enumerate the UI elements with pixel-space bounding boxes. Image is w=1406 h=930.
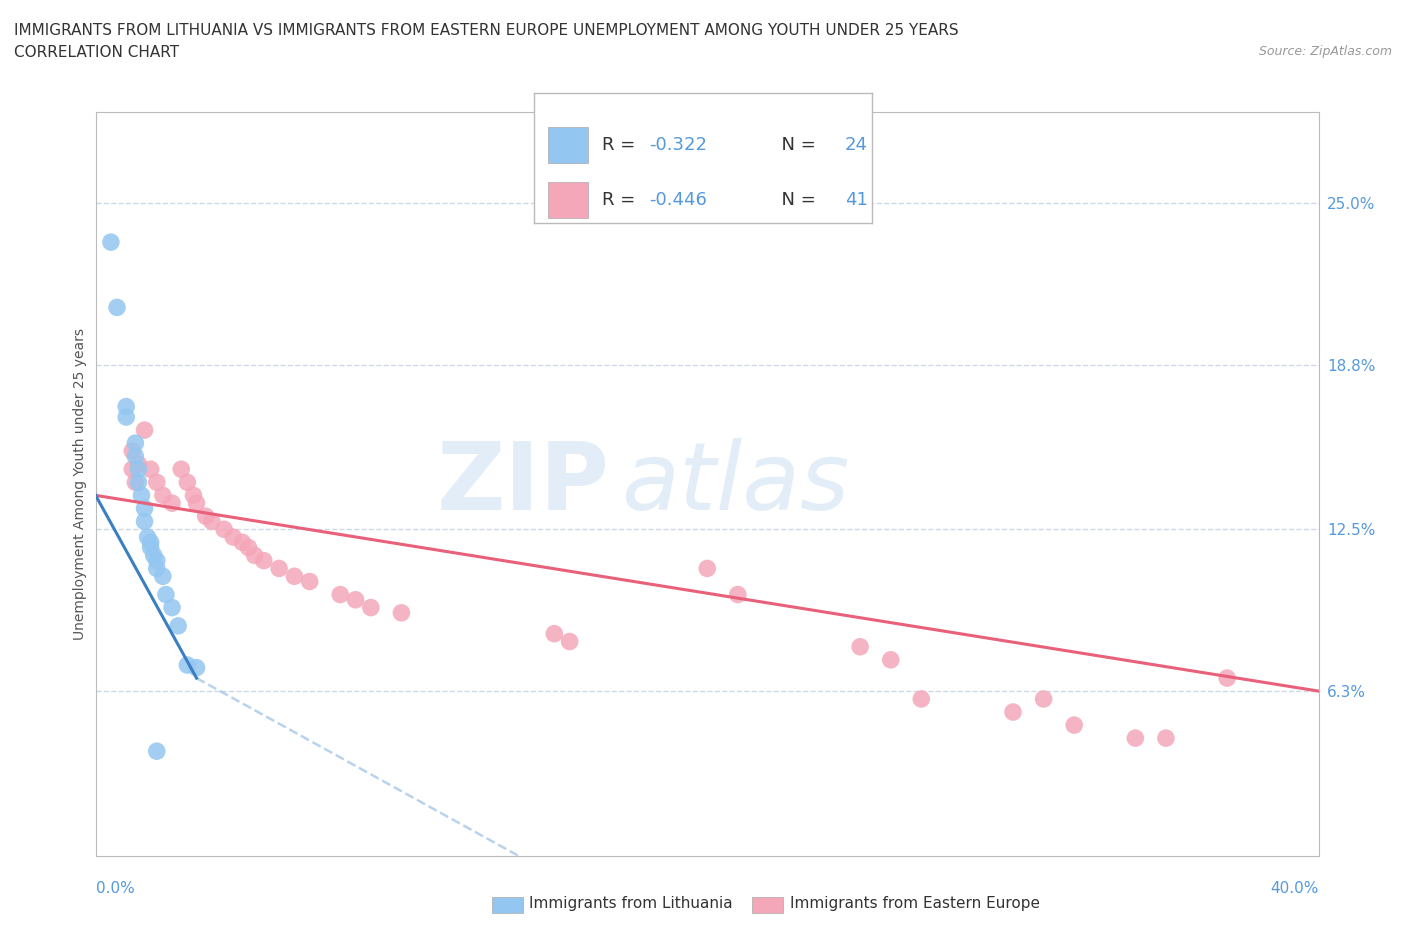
Text: Source: ZipAtlas.com: Source: ZipAtlas.com	[1258, 45, 1392, 58]
Point	[146, 475, 169, 490]
Point	[152, 569, 174, 584]
Point	[160, 600, 183, 615]
Point	[124, 475, 146, 490]
Point	[105, 300, 128, 315]
Text: R =: R =	[602, 136, 641, 154]
Text: 24: 24	[845, 136, 868, 154]
Point	[167, 618, 190, 633]
Point	[183, 488, 205, 503]
Point	[194, 509, 217, 524]
Text: N =: N =	[770, 191, 823, 208]
Point	[329, 587, 352, 602]
Text: -0.446: -0.446	[650, 191, 707, 208]
Point	[124, 449, 146, 464]
Point	[146, 561, 169, 576]
Point	[170, 462, 193, 477]
Point	[849, 639, 872, 654]
Point	[121, 462, 143, 477]
Point	[727, 587, 749, 602]
Point	[212, 522, 235, 537]
Text: ZIP: ZIP	[436, 438, 609, 529]
Text: atlas: atlas	[621, 438, 849, 529]
Point	[127, 475, 149, 490]
Point	[131, 488, 153, 503]
Text: N =: N =	[770, 136, 823, 154]
Bar	[548, 181, 588, 218]
Point	[139, 540, 162, 555]
Point	[231, 535, 253, 550]
Point	[186, 496, 208, 511]
Point	[124, 435, 146, 450]
Text: R =: R =	[602, 191, 641, 208]
Text: 0.0%: 0.0%	[96, 881, 135, 896]
Point	[253, 553, 276, 568]
Point	[201, 514, 224, 529]
Point	[1125, 731, 1147, 746]
Point	[134, 422, 156, 437]
Point	[127, 462, 149, 477]
Point	[238, 540, 260, 555]
Point	[152, 488, 174, 503]
Point	[696, 561, 718, 576]
Point	[155, 587, 177, 602]
Point	[243, 548, 266, 563]
Point	[146, 744, 169, 759]
Text: Immigrants from Lithuania: Immigrants from Lithuania	[529, 897, 733, 911]
Point	[1216, 671, 1239, 685]
Text: 40.0%: 40.0%	[1271, 881, 1319, 896]
Point	[136, 530, 159, 545]
Point	[344, 592, 367, 607]
Text: Immigrants from Eastern Europe: Immigrants from Eastern Europe	[790, 897, 1040, 911]
Point	[1032, 692, 1054, 707]
Point	[115, 409, 138, 424]
Point	[558, 634, 581, 649]
Y-axis label: Unemployment Among Youth under 25 years: Unemployment Among Youth under 25 years	[73, 327, 87, 640]
Point	[100, 234, 122, 249]
Point	[267, 561, 291, 576]
Text: CORRELATION CHART: CORRELATION CHART	[14, 45, 179, 60]
Point	[115, 399, 138, 414]
Text: -0.322: -0.322	[650, 136, 707, 154]
Point	[160, 496, 183, 511]
Point	[142, 548, 165, 563]
Point	[139, 535, 162, 550]
Point	[298, 574, 321, 589]
Point	[1154, 731, 1177, 746]
Point	[134, 501, 156, 516]
Point	[186, 660, 208, 675]
Point	[880, 652, 903, 667]
Point	[146, 553, 169, 568]
Point	[134, 514, 156, 529]
Point	[176, 658, 198, 672]
Text: 41: 41	[845, 191, 868, 208]
Point	[222, 530, 245, 545]
Text: IMMIGRANTS FROM LITHUANIA VS IMMIGRANTS FROM EASTERN EUROPE UNEMPLOYMENT AMONG Y: IMMIGRANTS FROM LITHUANIA VS IMMIGRANTS …	[14, 23, 959, 38]
Bar	[548, 126, 588, 164]
Point	[121, 444, 143, 458]
Point	[360, 600, 382, 615]
Point	[910, 692, 932, 707]
Point	[543, 626, 565, 641]
Point	[1002, 705, 1025, 720]
Point	[391, 605, 413, 620]
Point	[127, 457, 149, 472]
Point	[176, 475, 198, 490]
Point	[139, 462, 162, 477]
Point	[1063, 718, 1085, 733]
Point	[283, 569, 305, 584]
